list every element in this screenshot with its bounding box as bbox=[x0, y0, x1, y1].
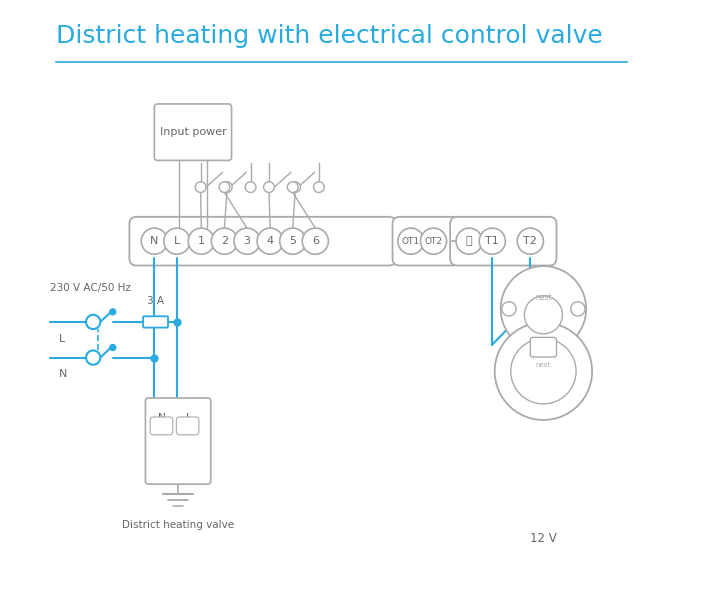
Circle shape bbox=[219, 182, 230, 192]
Circle shape bbox=[86, 315, 100, 329]
Circle shape bbox=[189, 228, 214, 254]
FancyBboxPatch shape bbox=[154, 104, 232, 160]
Text: 3: 3 bbox=[243, 236, 250, 246]
Text: 2: 2 bbox=[221, 236, 228, 246]
Text: 4: 4 bbox=[266, 236, 274, 246]
Text: Input power: Input power bbox=[159, 127, 226, 137]
Circle shape bbox=[501, 266, 586, 352]
Circle shape bbox=[518, 228, 543, 254]
Circle shape bbox=[421, 228, 446, 254]
Circle shape bbox=[221, 182, 232, 192]
Circle shape bbox=[211, 228, 237, 254]
Text: 5: 5 bbox=[289, 236, 296, 246]
Circle shape bbox=[502, 302, 516, 316]
Text: N: N bbox=[59, 369, 68, 380]
Circle shape bbox=[398, 228, 424, 254]
Text: 1: 1 bbox=[198, 236, 205, 246]
Text: District heating valve: District heating valve bbox=[122, 520, 234, 530]
Text: L: L bbox=[186, 413, 191, 423]
Circle shape bbox=[195, 182, 206, 192]
FancyBboxPatch shape bbox=[530, 337, 556, 357]
Circle shape bbox=[257, 228, 283, 254]
FancyBboxPatch shape bbox=[130, 217, 396, 266]
Circle shape bbox=[288, 182, 298, 192]
Text: 12 V: 12 V bbox=[530, 532, 557, 545]
Text: 230 V AC/50 Hz: 230 V AC/50 Hz bbox=[50, 283, 131, 293]
Text: OT2: OT2 bbox=[424, 236, 443, 246]
Text: N: N bbox=[150, 236, 159, 246]
Circle shape bbox=[495, 323, 592, 420]
Circle shape bbox=[110, 309, 116, 315]
Text: L: L bbox=[174, 236, 180, 246]
Text: 6: 6 bbox=[312, 236, 319, 246]
Circle shape bbox=[524, 296, 563, 334]
Circle shape bbox=[234, 228, 260, 254]
Text: T1: T1 bbox=[486, 236, 499, 246]
FancyBboxPatch shape bbox=[176, 417, 199, 435]
Circle shape bbox=[456, 228, 482, 254]
FancyBboxPatch shape bbox=[143, 316, 168, 328]
Text: nest: nest bbox=[535, 292, 552, 302]
FancyBboxPatch shape bbox=[392, 217, 459, 266]
Circle shape bbox=[164, 228, 190, 254]
Circle shape bbox=[290, 182, 301, 192]
Circle shape bbox=[110, 345, 116, 350]
Circle shape bbox=[479, 228, 505, 254]
Text: L: L bbox=[59, 334, 66, 344]
Circle shape bbox=[141, 228, 167, 254]
Text: ⏚: ⏚ bbox=[466, 236, 472, 246]
Circle shape bbox=[511, 339, 576, 404]
FancyBboxPatch shape bbox=[450, 217, 556, 266]
Circle shape bbox=[264, 182, 274, 192]
FancyBboxPatch shape bbox=[146, 398, 211, 484]
Circle shape bbox=[302, 228, 328, 254]
FancyBboxPatch shape bbox=[150, 417, 173, 435]
Text: nest: nest bbox=[536, 362, 551, 368]
Text: T2: T2 bbox=[523, 236, 537, 246]
Text: OT1: OT1 bbox=[402, 236, 420, 246]
Circle shape bbox=[86, 350, 100, 365]
Text: N: N bbox=[157, 413, 165, 423]
Circle shape bbox=[280, 228, 306, 254]
Circle shape bbox=[245, 182, 256, 192]
Circle shape bbox=[571, 302, 585, 316]
Text: 3 A: 3 A bbox=[147, 296, 164, 306]
Text: District heating with electrical control valve: District heating with electrical control… bbox=[56, 24, 603, 48]
Circle shape bbox=[314, 182, 324, 192]
